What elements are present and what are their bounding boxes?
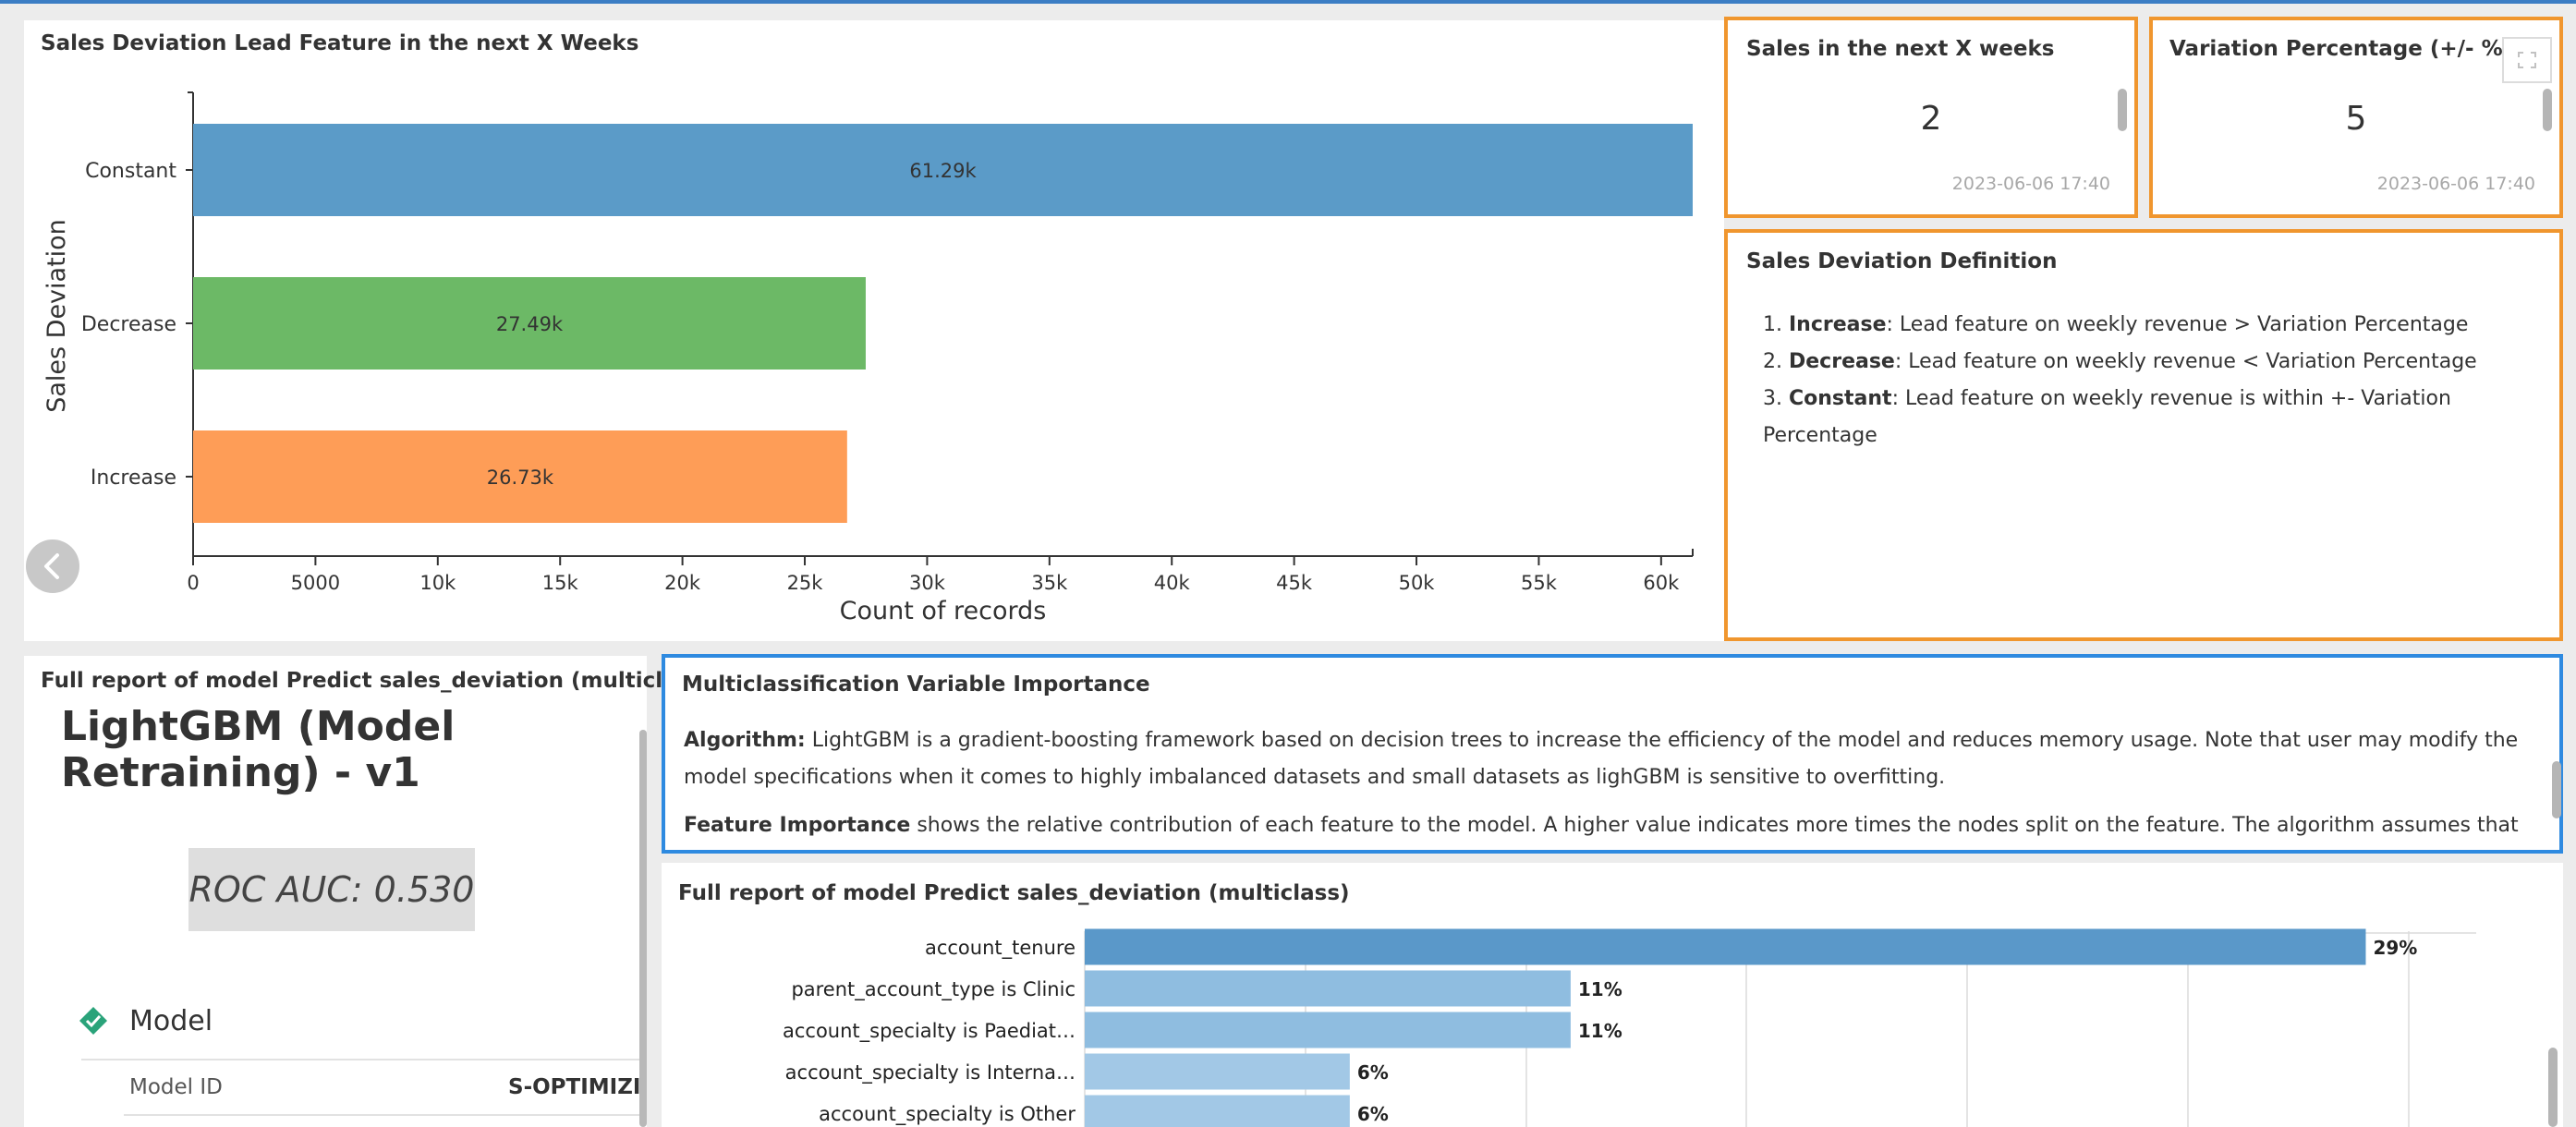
sales-deviation-chart-panel: Sales Deviation Lead Feature in the next… — [24, 20, 1724, 641]
importance-bar — [1085, 1012, 1571, 1048]
x-tick-label: 60k — [1643, 572, 1680, 594]
scrollbar-thumb[interactable] — [2118, 89, 2127, 131]
x-tick-label: 55k — [1521, 572, 1558, 594]
y-tick-label: Constant — [85, 160, 176, 183]
model-id-value: S-OPTIMIZI — [508, 1075, 639, 1099]
bar-value-label: 26.73k — [487, 467, 554, 489]
y-axis-label: Sales Deviation — [43, 219, 71, 413]
importance-title: Multiclassification Variable Importance — [682, 673, 1150, 697]
feature-importance-paragraph: Feature Importance shows the relative co… — [684, 814, 2519, 837]
bar — [193, 430, 847, 523]
sales-deviation-bar-chart: 61.29k Constant 27.49k Decrease 26.73k Increa… — [43, 91, 1694, 625]
x-tick-label: 45k — [1276, 572, 1313, 594]
model-id-clip: S-OPTIMIZI — [499, 1072, 639, 1109]
divider — [124, 1114, 639, 1116]
model-icon — [79, 1007, 107, 1035]
definition-item: 2. Decrease: Lead feature on weekly reve… — [1763, 350, 2477, 373]
importance-chart-title: Full report of model Predict sales_devia… — [678, 881, 1350, 905]
definition-item: 3. Constant: Lead feature on weekly reve… — [1763, 387, 2451, 447]
definition-title: Sales Deviation Definition — [1746, 249, 2058, 273]
scrollbar-thumb[interactable] — [2543, 89, 2552, 131]
expand-button[interactable] — [2502, 37, 2552, 83]
feature-importance-chart-panel: Full report of model Predict sales_devia… — [662, 863, 2563, 1127]
x-tick-label: 20k — [664, 572, 701, 594]
previous-page-button[interactable] — [26, 539, 79, 593]
model-section-heading: Model — [129, 1005, 213, 1037]
chart-title: Sales Deviation Lead Feature in the next… — [41, 31, 639, 55]
x-tick-label: 0 — [187, 572, 199, 594]
model-name: LightGBM (Model Retraining) - v1 — [61, 703, 456, 796]
x-tick-label: 40k — [1154, 572, 1191, 594]
sales-deviation-definition: Sales Deviation Definition 1. Increase: … — [1724, 229, 2563, 641]
variable-importance-text-panel: Multiclassification Variable Importance … — [662, 654, 2563, 854]
metric-variation-title: Variation Percentage (+/- %) — [2169, 37, 2513, 61]
metric-variation-percentage: Variation Percentage (+/- %) 5 2023-06-0… — [2149, 17, 2563, 218]
bar — [193, 124, 1693, 216]
feature-importance-paragraph-clip: Feature Importance shows the relative co… — [684, 807, 2522, 844]
metric-variation-value: 5 — [2345, 100, 2367, 138]
metric-sales-weeks: Sales in the next X weeks 2 2023-06-06 1… — [1724, 17, 2138, 218]
definition-item: 1. Increase: Lead feature on weekly reve… — [1763, 313, 2469, 336]
importance-bar — [1085, 928, 2366, 965]
y-tick-label: Increase — [91, 467, 176, 490]
importance-bar — [1085, 1095, 1350, 1127]
importance-value-label: 11% — [1578, 1020, 1622, 1042]
importance-bar — [1085, 1053, 1350, 1090]
importance-value-label: 29% — [2373, 937, 2417, 959]
metric-weeks-value: 2 — [1920, 100, 1942, 138]
x-tick-label: 5000 — [291, 572, 340, 594]
expand-icon — [2518, 52, 2536, 68]
x-tick-label: 30k — [909, 572, 946, 594]
scrollbar-thumb[interactable] — [2552, 761, 2561, 818]
feature-label: account_specialty is Other — [819, 1103, 1075, 1126]
divider — [81, 1059, 639, 1060]
bar-value-label: 27.49k — [496, 313, 564, 335]
model-id-label: Model ID — [129, 1075, 223, 1099]
metric-weeks-timestamp: 2023-06-06 17:40 — [1951, 174, 2110, 194]
metric-variation-timestamp: 2023-06-06 17:40 — [2376, 174, 2535, 194]
bar-value-label: 61.29k — [909, 160, 977, 182]
roc-auc-badge: ROC AUC: 0.530 — [188, 848, 475, 931]
importance-bar — [1085, 970, 1571, 1007]
top-accent-line — [0, 0, 2576, 4]
x-tick-label: 25k — [787, 572, 824, 594]
x-tick-label: 35k — [1031, 572, 1068, 594]
metric-weeks-title: Sales in the next X weeks — [1746, 37, 2055, 61]
chevron-left-icon — [44, 553, 59, 579]
algorithm-paragraph: Algorithm: LightGBM is a gradient-boosti… — [684, 729, 2519, 789]
scrollbar-thumb[interactable] — [639, 730, 647, 1127]
importance-value-label: 6% — [1357, 1061, 1389, 1084]
x-axis-label: Count of records — [840, 597, 1047, 625]
feature-label: parent_account_type is Clinic — [791, 978, 1075, 1001]
feature-label: account_specialty is Paediat… — [783, 1020, 1075, 1043]
importance-value-label: 11% — [1578, 978, 1622, 1000]
definition-list: 1. Increase: Lead feature on weekly reve… — [1763, 307, 2559, 454]
bar — [193, 277, 866, 370]
y-tick-label: Decrease — [81, 313, 176, 336]
x-tick-label: 50k — [1399, 572, 1436, 594]
x-tick-label: 15k — [542, 572, 579, 594]
feature-importance-bar-chart: account_tenure 29% parent_account_type is … — [783, 928, 2476, 1127]
importance-value-label: 6% — [1357, 1103, 1389, 1125]
report-title: Full report of model Predict sales_devia… — [41, 669, 712, 693]
feature-label: account_specialty is Interna… — [785, 1061, 1075, 1085]
feature-label: account_tenure — [925, 937, 1075, 960]
x-tick-label: 10k — [419, 572, 456, 594]
scrollbar-thumb[interactable] — [2548, 1048, 2558, 1127]
